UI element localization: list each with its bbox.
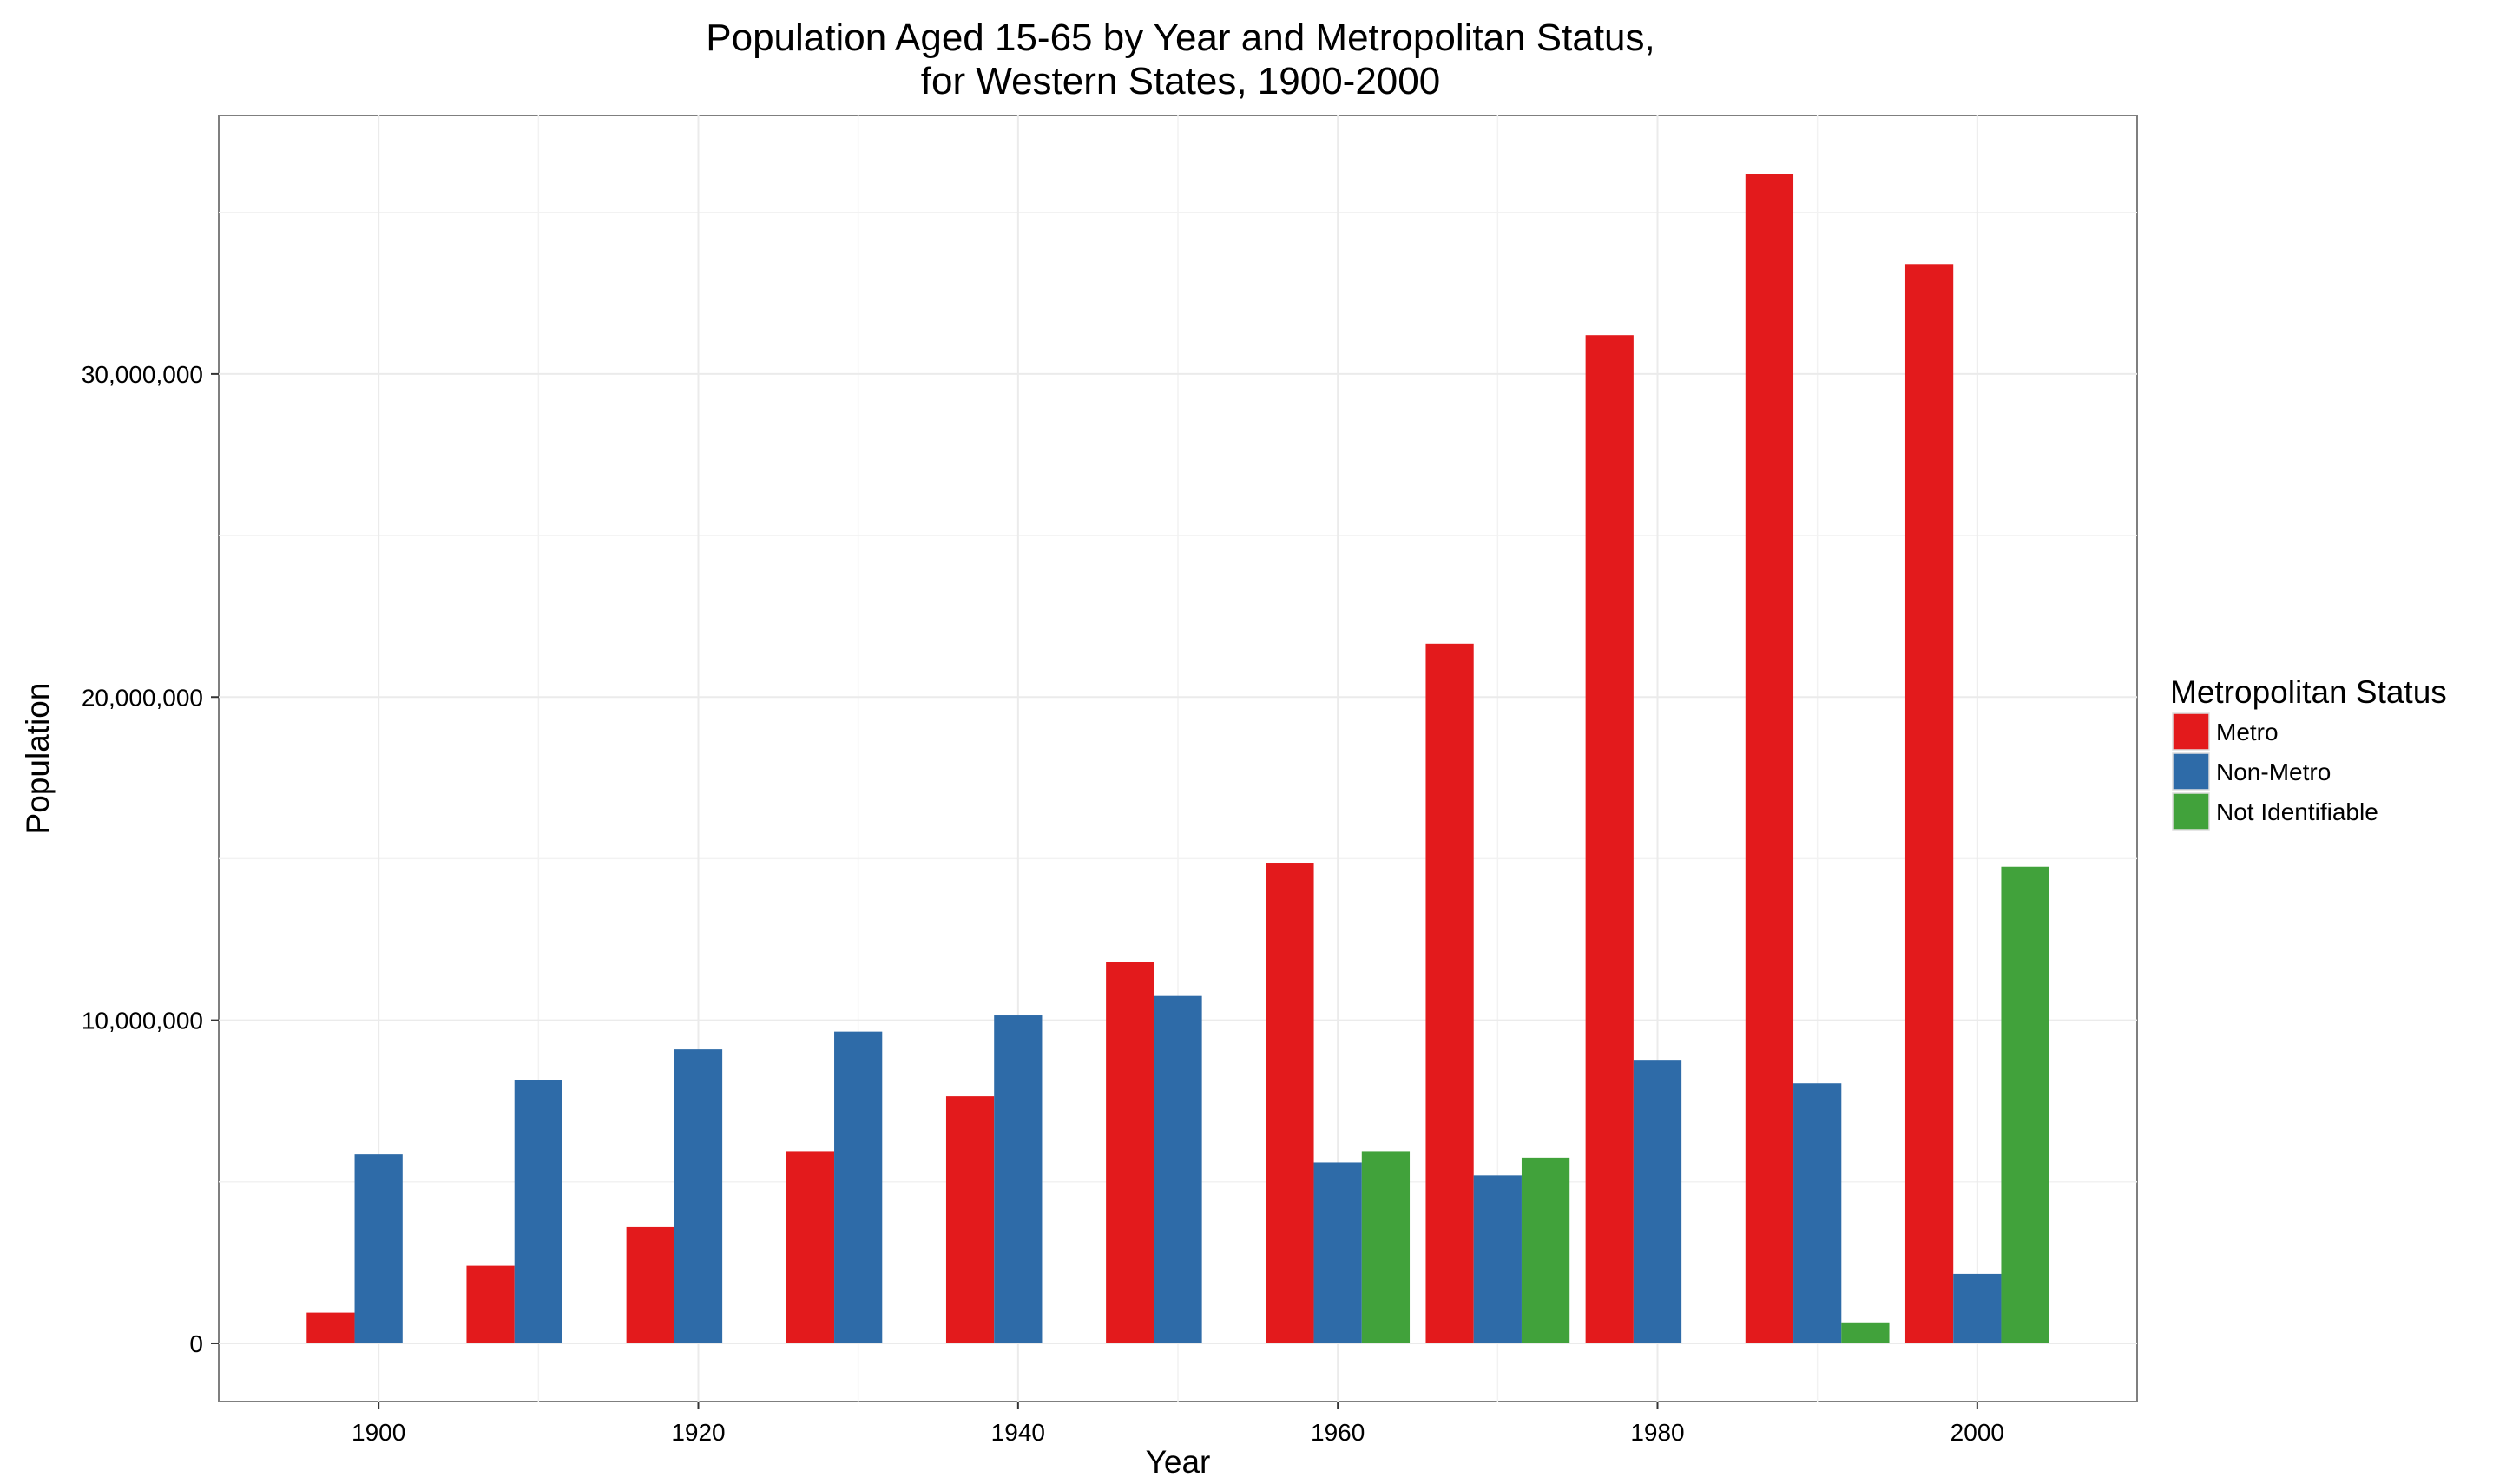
y-tick-label: 30,000,000: [82, 361, 203, 388]
legend-swatch: [2172, 752, 2210, 791]
bar-metro-1990: [1745, 174, 1794, 1343]
x-tick-label: 1960: [1311, 1419, 1365, 1446]
bar-metro-1930: [786, 1151, 835, 1343]
x-axis-title: Year: [1146, 1444, 1211, 1480]
legend-swatch: [2172, 712, 2210, 751]
bar-metro-1940: [945, 1096, 995, 1343]
x-tick-label: 1920: [671, 1419, 725, 1446]
bar-non-metro-1990: [1793, 1083, 1842, 1343]
legend-label: Non-Metro: [2216, 758, 2331, 785]
bar-metro-2000: [1904, 264, 1954, 1343]
bar-non-metro-1940: [994, 1015, 1043, 1343]
legend-label: Metro: [2216, 719, 2279, 745]
bar-not-identifiable-1990: [1841, 1322, 1890, 1343]
bar-metro-1900: [306, 1312, 355, 1343]
bar-non-metro-1960: [1313, 1162, 1362, 1343]
legend-items: Metro Non-Metro Not Identifiable: [2172, 712, 2378, 831]
chart-title: Population Aged 15-65 by Year and Metrop…: [706, 16, 1654, 102]
x-tick-label: 2000: [1950, 1419, 2004, 1446]
legend-label: Not Identifiable: [2216, 798, 2378, 825]
chart-title-line-2: for Western States, 1900-2000: [921, 60, 1440, 102]
y-tick-label: 10,000,000: [82, 1008, 203, 1034]
x-tick-label: 1940: [991, 1419, 1045, 1446]
chart-title-line-1: Population Aged 15-65 by Year and Metrop…: [706, 16, 1654, 59]
bar-metro-1970: [1425, 643, 1474, 1343]
bar-not-identifiable-1970: [1521, 1157, 1570, 1343]
bar-non-metro-1910: [514, 1080, 562, 1343]
y-axis-title: Population: [20, 683, 56, 835]
bar-metro-1960: [1266, 863, 1314, 1343]
bar-metro-1910: [466, 1265, 515, 1343]
bar-non-metro-1950: [1154, 995, 1202, 1343]
bar-metro-1950: [1106, 962, 1154, 1343]
y-tick-label: 0: [189, 1330, 203, 1357]
legend: Metropolitan Status Metro Non-Metro Not Id…: [2170, 674, 2447, 831]
bar-non-metro-1930: [834, 1031, 883, 1343]
x-tick-label: 1980: [1630, 1419, 1684, 1446]
y-axis-ticks: 0 10,000,000 20,000,000 30,000,000: [82, 361, 219, 1357]
bar-non-metro-1900: [354, 1154, 403, 1343]
x-tick-label: 1900: [352, 1419, 405, 1446]
bar-non-metro-1920: [674, 1049, 723, 1343]
bar-not-identifiable-1960: [1361, 1151, 1411, 1343]
x-axis-ticks: 1900 1920 1940 1960 1980 2000: [352, 1402, 2004, 1446]
bars: [306, 174, 2049, 1343]
bar-metro-1920: [626, 1226, 674, 1343]
bar-non-metro-1980: [1633, 1060, 1682, 1343]
bar-not-identifiable-2000: [2001, 866, 2049, 1343]
y-tick-label: 20,000,000: [82, 684, 203, 711]
bar-non-metro-1970: [1473, 1175, 1522, 1343]
legend-swatch: [2172, 792, 2210, 831]
bar-metro-1980: [1585, 335, 1634, 1343]
legend-title: Metropolitan Status: [2170, 674, 2447, 710]
bar-non-metro-2000: [1953, 1273, 2002, 1343]
